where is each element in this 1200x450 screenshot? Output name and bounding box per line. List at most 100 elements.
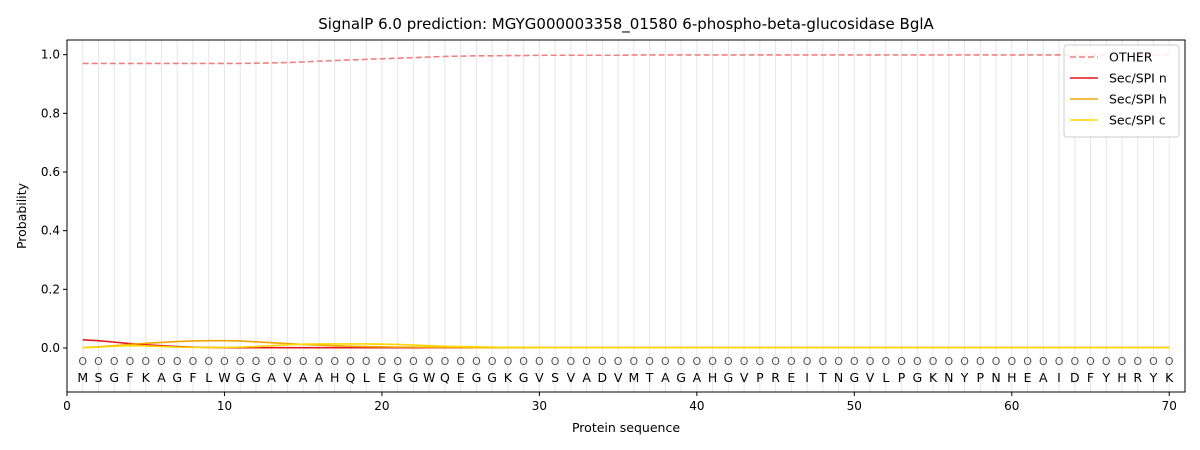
sequence-residue: Y [1149,370,1158,385]
region-label: O [110,355,119,368]
region-label: O [598,355,607,368]
region-label: O [252,355,261,368]
y-tick-label: 1.0 [41,48,60,62]
sequence-residue: S [551,370,559,385]
region-label: O [567,355,576,368]
region-label: O [740,355,749,368]
y-tick-label: 0.2 [41,282,60,296]
region-label: O [818,355,827,368]
region-label: O [1007,355,1016,368]
sequence-residue: A [693,370,702,385]
legend-entry: OTHER [1109,50,1153,65]
sequence-residue: G [724,370,734,385]
region-label: O [504,355,513,368]
region-label: O [1102,355,1111,368]
sequence-residue: K [504,370,513,385]
sequence-labels: OMOSOGOFOKOAOGOFOLOWOGOGOAOVOAOAOHOQOLOE… [77,355,1174,385]
sequence-residue: G [235,370,245,385]
region-label: O [992,355,1001,368]
region-label: O [944,355,953,368]
x-tick-label: 70 [1162,399,1177,413]
legend: OTHER Sec/SPI n Sec/SPI h Sec/SPI c [1063,44,1180,138]
sequence-residue: A [582,370,591,385]
series-line [82,343,1170,349]
sequence-residue: Q [346,370,356,385]
legend-entry: Sec/SPI c [1109,113,1166,128]
sequence-residue: G [472,370,482,385]
y-tick-label: 0.0 [41,341,60,355]
sequence-residue: H [708,370,717,385]
legend-box [1063,44,1180,138]
sequence-residue: V [614,370,623,385]
x-axis-label: Protein sequence [572,420,680,435]
sequence-residue: T [645,370,654,385]
sequence-residue: K [142,370,151,385]
x-tick-label: 50 [847,399,862,413]
y-tick-label: 0.8 [41,106,60,120]
sequence-residue: V [535,370,544,385]
x-tick-label: 60 [1004,399,1019,413]
chart-title: SignalP 6.0 prediction: MGYG000003358_01… [318,15,934,34]
sequence-residue: Y [1101,370,1110,385]
region-label: O [78,355,87,368]
sequence-residue: G [519,370,529,385]
region-label: O [141,355,150,368]
plot-frame [66,39,1186,393]
region-label: O [425,355,434,368]
sequence-residue: L [882,370,889,385]
sequence-residue: N [991,370,1000,385]
region-label: O [1165,355,1174,368]
region-label: O [378,355,387,368]
region-label: O [756,355,765,368]
region-label: O [330,355,339,368]
sequence-residue: L [205,370,212,385]
region-label: O [677,355,686,368]
region-label: O [724,355,733,368]
y-axis-label: Probability [14,182,29,249]
x-axis-ticks: 0 10 20 30 40 50 60 70 [63,392,1177,413]
x-tick-label: 30 [532,399,547,413]
sequence-residue: E [1024,370,1032,385]
region-label: O [834,355,843,368]
region-label: O [803,355,812,368]
sequence-residue: H [1007,370,1016,385]
x-tick-label: 40 [689,399,704,413]
sequence-residue: F [189,370,196,385]
sequence-residue: E [378,370,386,385]
region-label: O [173,355,182,368]
region-label: O [881,355,890,368]
x-tick-label: 0 [63,399,71,413]
region-label: O [535,355,544,368]
y-tick-label: 0.4 [41,224,60,238]
x-tick-label: 10 [217,399,232,413]
sequence-residue: G [487,370,497,385]
region-label: O [897,355,906,368]
region-label: O [157,355,166,368]
region-label: O [693,355,702,368]
sequence-residue: W [218,370,230,385]
sequence-residue: S [95,370,103,385]
region-label: O [126,355,135,368]
sequence-residue: A [315,370,324,385]
sequence-residue: P [977,370,985,385]
sequence-residue: H [1117,370,1126,385]
region-label: O [1070,355,1079,368]
region-label: O [614,355,623,368]
sequence-residue: N [834,370,843,385]
region-label: O [267,355,276,368]
sequence-residue: G [172,370,182,385]
sequence-residue: Y [960,370,969,385]
sequence-residue: V [866,370,875,385]
region-label: O [220,355,229,368]
sequence-residue: G [409,370,419,385]
y-axis-ticks: 0.0 0.2 0.4 0.6 0.8 1.0 [41,48,67,355]
residue-gridlines [82,40,1170,392]
region-label: O [960,355,969,368]
sequence-residue: E [457,370,465,385]
sequence-residue: V [740,370,749,385]
region-label: O [441,355,450,368]
sequence-residue: A [267,370,276,385]
y-tick-label: 0.6 [41,165,60,179]
sequence-residue: I [1057,370,1061,385]
sequence-residue: A [1039,370,1048,385]
